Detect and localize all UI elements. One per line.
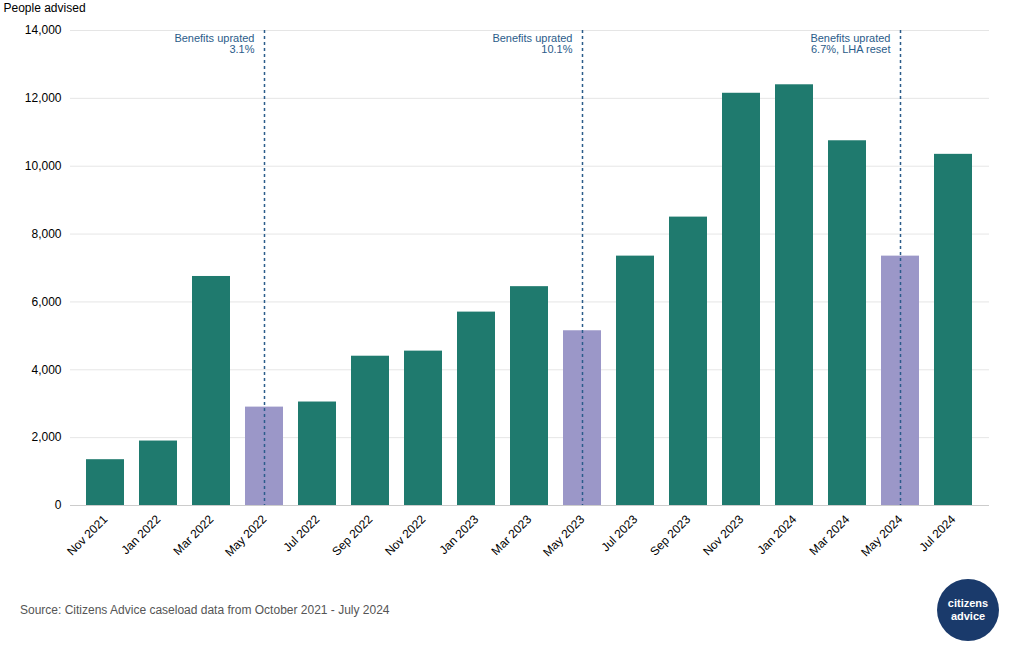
html-text:Source: Citizens Advice caselo: Source: Citizens Advice caseload data fr… [20, 603, 390, 617]
svg-text:People advised: People advised [4, 1, 86, 15]
html-text:citizens: citizens [947, 596, 989, 609]
svg-text:8,000: 8,000 [31, 227, 61, 241]
svg-text:Nov 2021: Nov 2021 [64, 512, 110, 558]
svg-text:Mar 2024: Mar 2024 [807, 512, 853, 558]
svg-text:Benefits uprated10.1%: Benefits uprated10.1% [492, 32, 572, 55]
svg-text:4,000: 4,000 [31, 363, 61, 377]
svg-text:Mar 2023: Mar 2023 [489, 512, 535, 558]
svg-text:Benefits uprated6.7%, LHA rese: Benefits uprated6.7%, LHA reset [810, 32, 890, 55]
svg-text:12,000: 12,000 [25, 91, 62, 105]
svg-text:Mar 2022: Mar 2022 [171, 512, 217, 558]
svg-text:Jul 2024: Jul 2024 [916, 512, 958, 554]
svg-text:10,000: 10,000 [25, 159, 62, 173]
html-text:advice: advice [950, 610, 986, 622]
svg-text:Nov 2023: Nov 2023 [700, 512, 746, 558]
svg-text:Jan 2022: Jan 2022 [119, 512, 164, 557]
svg-text:Sep 2023: Sep 2023 [647, 512, 693, 558]
svg-text:May 2024: May 2024 [858, 512, 905, 559]
svg-text:6,000: 6,000 [31, 295, 61, 309]
svg-text:Jan 2023: Jan 2023 [437, 512, 482, 557]
svg-text:May 2022: May 2022 [222, 512, 269, 559]
svg-text:14,000: 14,000 [25, 23, 62, 37]
svg-text:2,000: 2,000 [31, 430, 61, 444]
svg-text:Sep 2022: Sep 2022 [329, 512, 375, 558]
svg-text:May 2023: May 2023 [540, 512, 587, 559]
svg-text:Jul 2023: Jul 2023 [598, 512, 640, 554]
svg-text:Jul 2022: Jul 2022 [280, 512, 322, 554]
svg-text:Jan 2024: Jan 2024 [755, 512, 800, 557]
svg-text:Benefits uprated3.1%: Benefits uprated3.1% [174, 32, 254, 55]
svg-text:0: 0 [55, 498, 62, 512]
svg-text:Nov 2022: Nov 2022 [382, 512, 428, 558]
